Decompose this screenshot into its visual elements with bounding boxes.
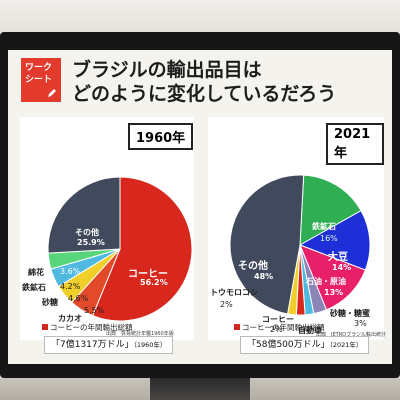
label-soy-2021: 大豆 [328, 252, 348, 263]
value-sugar-1960: 4.6% [68, 294, 89, 303]
label-iron-1960: 鉄鉱石 [22, 283, 46, 292]
tv-stand [150, 378, 250, 400]
annual-amount-1960: 「7億1317万ドル」（1960年） [44, 336, 174, 354]
annual-year-2021: （2021年） [329, 341, 363, 349]
value-oil-2021: 13% [324, 288, 344, 297]
value-other-2021: 48% [254, 272, 274, 281]
annual-label-text-1960: コーヒーの年間輸出総額 [50, 323, 133, 332]
pie-chart-1960 [47, 176, 193, 322]
pie-slice-2021-2 [299, 244, 366, 311]
title-line-1: ブラジルの輸出品目は [72, 59, 262, 81]
annual-label-1960: コーヒーの年間輸出総額 [42, 322, 133, 333]
annual-label-2021: コーヒーの年間輸出総額 [234, 322, 325, 333]
pie-slice-2021-7 [229, 174, 305, 315]
label-sugar-2021: 砂糖・糖蜜 [330, 309, 370, 318]
label-other-1960: その他 [75, 228, 99, 237]
chart-panel-2021: 2021年 鉄鉱石 16% 大豆 14% 石油・原油 13% 砂糖・糖蜜 3% … [208, 117, 386, 340]
badge-line-2: シート [25, 75, 53, 85]
value-iron-1960: 4.2% [60, 282, 81, 291]
page-title: ブラジルの輸出品目は どのように変化しているだろう [72, 58, 382, 106]
room-wall [0, 0, 400, 34]
bullet-square [234, 324, 240, 330]
annual-amount-text-1960: 「7億1317万ドル」 [51, 340, 134, 350]
worksheet-badge: ワーク シート [21, 58, 61, 102]
value-sugar-2021: 3% [354, 319, 367, 328]
value-iron-2021: 16% [320, 234, 338, 243]
pie-slice-1960-5 [47, 176, 121, 254]
title-line-2: どのように変化しているだろう [72, 83, 337, 105]
chart-title-2021: 2021年 [326, 123, 384, 165]
badge-line-1: ワーク [25, 63, 53, 73]
value-coffee-2021: 2% [270, 325, 283, 334]
label-cacao-1960: カカオ [58, 314, 82, 323]
label-oil-2021: 石油・原油 [306, 277, 346, 286]
value-soy-2021: 14% [332, 263, 352, 272]
label-cotton-1960: 綿花 [28, 268, 44, 277]
value-cotton-1960: 3.6% [60, 267, 81, 276]
value-coffee-1960: 56.2% [140, 278, 168, 287]
source-1960: 出典 貿易統計年鑑1960年版 [106, 331, 174, 337]
value-other-1960: 25.9% [77, 238, 105, 247]
chart-title-1960: 1960年 [128, 123, 194, 150]
annual-year-1960: （1960年） [133, 341, 167, 349]
value-cacao-1960: 5.5% [84, 306, 105, 315]
annual-amount-2021: 「58億500万ドル」（2021年） [240, 336, 370, 354]
source-2021: 出典 JETROブラジル輸出統計 [316, 332, 386, 338]
pencil-icon [48, 89, 56, 97]
pie-slice-1960-0 [92, 176, 193, 322]
annual-label-text-2021: コーヒーの年間輸出総額 [242, 323, 325, 332]
pie-slice-2021-1 [298, 209, 371, 271]
label-other-2021: その他 [238, 261, 268, 272]
label-sugar-1960: 砂糖 [42, 298, 58, 307]
label-coffee-2021: コーヒー [262, 315, 294, 324]
chart-panel-1960: 1960年 コーヒー 56.2% その他 25.9% 綿花 3.6% 鉄鉱石 4… [20, 117, 194, 340]
label-iron-2021: 鉄鉱石 [312, 222, 336, 231]
label-corn-2021: トウモロコシ [210, 288, 258, 297]
value-corn-2021: 2% [220, 300, 233, 309]
bullet-square [42, 324, 48, 330]
pie-slice-2021-0 [299, 174, 362, 246]
label-coffee-1960: コーヒー [128, 269, 168, 280]
label-car-2021: 自動車 [298, 326, 322, 335]
annual-amount-text-2021: 「58億500万ドル」 [247, 340, 330, 350]
slide: ワーク シート ブラジルの輸出品目は どのように変化しているだろう 1960年 … [8, 50, 392, 364]
pie-chart-2021 [229, 174, 371, 316]
